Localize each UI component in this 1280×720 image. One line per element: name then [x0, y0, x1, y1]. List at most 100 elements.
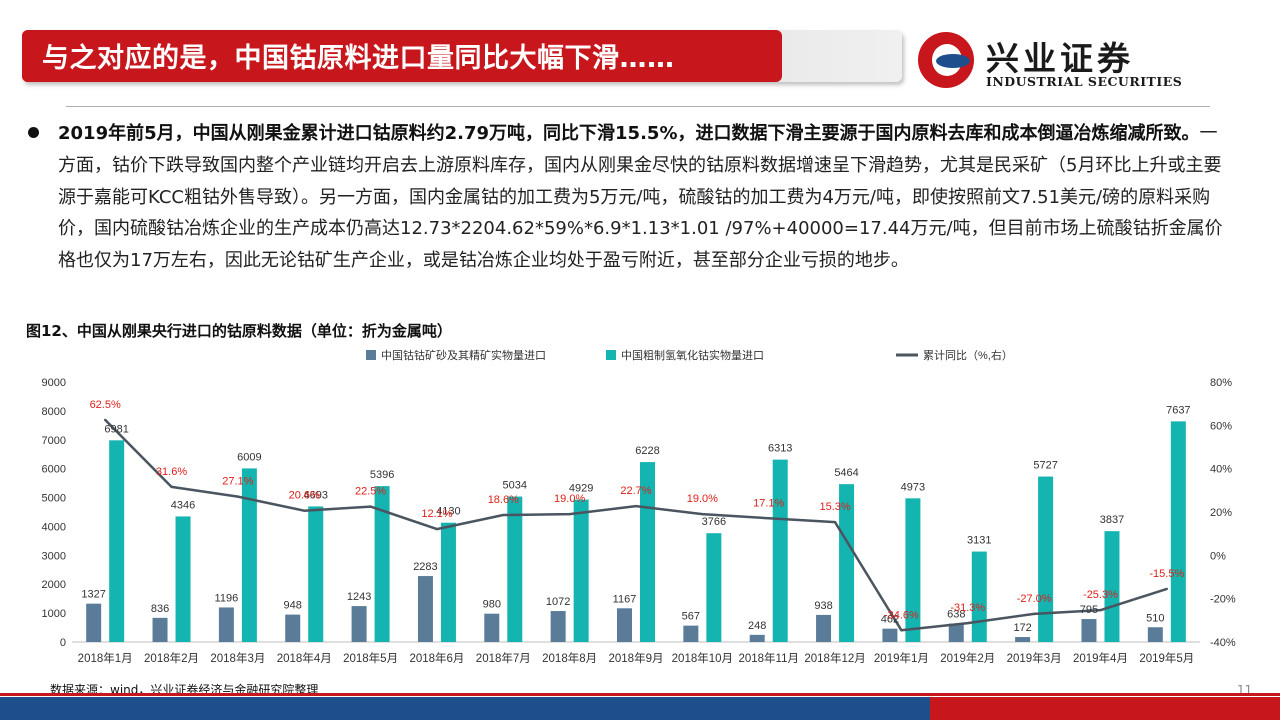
bar-label-hydroxide: 3766 — [702, 516, 726, 528]
yoy-label: 27.1% — [222, 476, 253, 488]
bar-hydroxide — [507, 496, 523, 642]
bar-label-hydroxide: 3131 — [967, 535, 991, 547]
bar-label-ore: 248 — [748, 620, 766, 632]
yoy-label: -15.5% — [1149, 568, 1184, 580]
y-tick-right: -40% — [1210, 637, 1236, 649]
yoy-label: 20.6% — [289, 490, 320, 502]
bar-label-ore: 836 — [151, 603, 169, 615]
bar-label-hydroxide: 5464 — [834, 467, 858, 479]
footer-bar-red — [930, 697, 1280, 720]
bar-label-ore: 938 — [814, 600, 832, 612]
bar-label-ore: 1072 — [546, 596, 570, 608]
yoy-label: 19.0% — [687, 493, 718, 505]
bar-ore — [351, 606, 367, 642]
bar-label-ore: 567 — [682, 611, 700, 623]
yoy-point — [1032, 612, 1036, 616]
bar-hydroxide — [440, 522, 456, 642]
x-tick-label: 2018年3月 — [210, 651, 265, 665]
bar-label-hydroxide: 3837 — [1100, 514, 1124, 526]
y-tick-left: 7000 — [42, 435, 66, 447]
bar-ore — [882, 628, 898, 642]
legend-label-yoy: 累计同比（%,右） — [923, 348, 1013, 362]
yoy-point — [170, 485, 173, 489]
bar-ore — [550, 611, 566, 642]
bar-label-hydroxide: 6009 — [237, 451, 261, 463]
yoy-label: 22.7% — [620, 485, 651, 497]
yoy-point — [1165, 587, 1169, 591]
y-tick-left: 9000 — [42, 377, 66, 389]
yoy-label: -27.0% — [1017, 593, 1052, 605]
bar-hydroxide — [772, 459, 788, 642]
x-tick-label: 2019年5月 — [1139, 651, 1194, 665]
title-bar-red — [22, 30, 782, 82]
bar-label-hydroxide: 5034 — [503, 480, 527, 492]
bar-ore — [1081, 619, 1097, 642]
yoy-label: 19.0% — [554, 493, 585, 505]
yoy-point — [103, 418, 107, 422]
bar-label-hydroxide: 7637 — [1166, 404, 1190, 416]
y-tick-right: -20% — [1210, 594, 1236, 606]
x-tick-label: 2018年9月 — [609, 651, 664, 665]
y-tick-left: 1000 — [42, 608, 66, 620]
body-paragraph: 2019年前5月，中国从刚果金累计进口钴原料约2.79万吨，同比下滑15.5%，… — [58, 118, 1228, 277]
x-tick-label: 2018年6月 — [409, 651, 464, 665]
bar-hydroxide — [1038, 476, 1054, 642]
yoy-point — [966, 621, 969, 625]
x-tick-label: 2019年3月 — [1007, 651, 1062, 665]
yoy-label: 17.1% — [753, 497, 784, 509]
yoy-label: -34.6% — [884, 609, 919, 621]
footer-accent — [0, 693, 1280, 696]
logo-name-cn: 兴业证券 — [986, 39, 1134, 78]
bar-label-ore: 510 — [1146, 612, 1164, 624]
bar-label-ore: 795 — [1080, 604, 1098, 616]
y-tick-left: 5000 — [42, 493, 66, 505]
bar-ore — [1015, 637, 1031, 642]
body-normal-text: 一方面，钴价下跌导致国内整个产业链均开启去上游原料库存，国内从刚果金尽快的钴原料… — [58, 123, 1223, 272]
bar-label-hydroxide: 5727 — [1033, 460, 1057, 472]
logo-name-en: INDUSTRIAL SECURITIES — [986, 74, 1183, 89]
yoy-point — [303, 509, 306, 512]
yoy-point — [502, 513, 505, 517]
legend-label-ore: 中国钴钴矿砂及其精矿实物量进口 — [381, 348, 546, 362]
bar-label-hydroxide: 4973 — [901, 481, 925, 493]
yoy-label: 12.1% — [421, 508, 452, 520]
bar-ore — [285, 614, 301, 642]
bar-ore — [218, 607, 234, 642]
bar-hydroxide — [175, 516, 191, 642]
bar-label-ore: 980 — [483, 599, 501, 611]
bar-ore — [683, 625, 699, 642]
body-bold-text: 2019年前5月，中国从刚果金累计进口钴原料约2.79万吨，同比下滑15.5%，… — [58, 123, 1200, 144]
y-tick-left: 2000 — [42, 579, 66, 591]
x-tick-label: 2018年11月 — [738, 651, 799, 665]
yoy-label: 22.5% — [355, 486, 386, 498]
left-axis: 0 1000 2000 3000 4000 5000 6000 7000 8000 9000 — [42, 377, 66, 649]
yoy-point — [435, 527, 439, 531]
yoy-point — [236, 495, 240, 498]
bar-hydroxide — [1104, 531, 1120, 642]
x-tick-label: 2018年4月 — [277, 651, 332, 665]
bar-hydroxide — [839, 484, 855, 642]
x-tick-label: 2018年10月 — [672, 651, 733, 665]
logo-mark-icon — [918, 32, 974, 88]
bar-label-ore: 1167 — [613, 593, 637, 605]
bar-ore — [617, 608, 632, 642]
x-tick-label: 2019年1月 — [874, 651, 929, 665]
bar-ore — [948, 623, 964, 642]
y-tick-right: 60% — [1210, 420, 1232, 432]
yoy-point — [1099, 608, 1102, 612]
bar-label-hydroxide: 6313 — [768, 443, 792, 455]
y-tick-right: 0% — [1210, 550, 1226, 562]
bar-hydroxide — [573, 499, 589, 642]
bar-label-hydroxide: 4346 — [171, 499, 195, 511]
slide-title: 与之对应的是，中国钴原料进口量同比大幅下滑…… — [42, 43, 675, 74]
bar-hydroxide — [706, 533, 722, 642]
bar-hydroxide — [1170, 421, 1186, 642]
bar-label-hydroxide: 4693 — [303, 489, 327, 501]
x-tick-label: 2018年8月 — [542, 651, 597, 665]
bar-label-ore: 1327 — [81, 589, 105, 601]
y-tick-right: 80% — [1210, 377, 1232, 389]
bar-label-ore: 948 — [284, 600, 302, 612]
yoy-point — [900, 629, 903, 632]
yoy-label: -31.3% — [950, 602, 985, 614]
bar-ore — [484, 613, 500, 642]
